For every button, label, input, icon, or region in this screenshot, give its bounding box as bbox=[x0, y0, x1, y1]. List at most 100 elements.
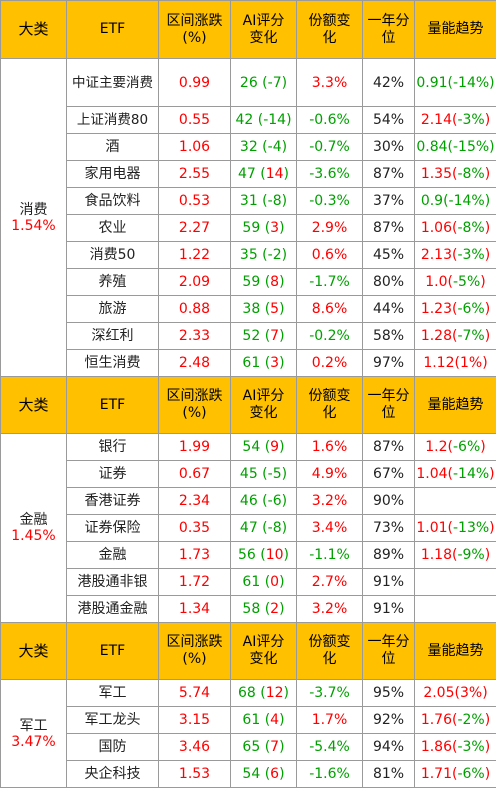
change-value: 3.15 bbox=[178, 712, 211, 728]
percentile-cell: 87% bbox=[362, 214, 415, 242]
percentile: 90% bbox=[372, 493, 405, 509]
header-text: 份额变 bbox=[308, 388, 351, 404]
share-change-cell: 2.7% bbox=[296, 568, 363, 596]
share-change-cell: 0.2% bbox=[296, 349, 363, 377]
ai-score-cell: 35 (-2) bbox=[230, 241, 297, 269]
volume-trend-cell: 0.84(-15%) bbox=[414, 133, 496, 161]
percentile: 81% bbox=[372, 766, 405, 782]
paren: ( bbox=[447, 74, 453, 91]
change-cell: 0.35 bbox=[158, 514, 231, 542]
ai-score-cell: 54 (9) bbox=[230, 433, 297, 461]
header-text: 变化 bbox=[249, 405, 278, 421]
volume-trend-cell: 0.9(-14%) bbox=[414, 187, 496, 215]
paren: ( bbox=[447, 274, 453, 290]
ai-score-cell: 54 (6) bbox=[230, 760, 297, 788]
ai-score-cell: 47 (14) bbox=[230, 160, 297, 188]
header-row: 大类 ETF 区间涨跌 (%) AI评分 变化 份额变化一年分位量能趋势 bbox=[0, 0, 496, 59]
table-row: 军工 3.47% 军工 5.74 68 (12) -3.7% 95% 2.05(3%) bbox=[0, 679, 496, 788]
volume-delta: -14% bbox=[453, 74, 490, 91]
paren: ) bbox=[484, 193, 491, 209]
volume-delta: -8% bbox=[457, 220, 485, 236]
change-value: 2.09 bbox=[178, 274, 211, 290]
volume-ratio: 1.86 bbox=[420, 739, 452, 755]
ai-delta: 3 bbox=[270, 355, 280, 371]
change-value: 0.53 bbox=[178, 193, 211, 209]
percentile-cell: 80% bbox=[362, 268, 415, 296]
change-cell: 0.67 bbox=[158, 460, 231, 488]
header-text: 一年分 bbox=[367, 388, 410, 404]
ai-delta: 7 bbox=[270, 328, 280, 344]
ai-score: 35 bbox=[239, 247, 258, 263]
change-cell: 1.72 bbox=[158, 568, 231, 596]
change-cell: 3.15 bbox=[158, 706, 231, 734]
volume-delta: 1% bbox=[459, 355, 483, 371]
etf-name-cell: 军工龙头 bbox=[66, 706, 159, 734]
share-change-cell: 4.9% bbox=[296, 460, 363, 488]
change-value: 1.73 bbox=[178, 547, 211, 563]
ai-score-cell: 26 (-7) bbox=[230, 58, 297, 107]
volume-delta: -2% bbox=[457, 712, 485, 728]
share-change-cell: 1.6% bbox=[296, 433, 363, 461]
volume-ratio: 2.05 bbox=[423, 685, 455, 701]
paren: ) bbox=[482, 355, 488, 371]
etf-name-cell: 恒生消费 bbox=[66, 349, 159, 377]
table-row: 养殖 2.09 59 (8) -1.7% 80% 1.0(-5%) bbox=[1, 268, 496, 296]
volume-delta: -6% bbox=[457, 766, 485, 782]
volume-delta: -9% bbox=[457, 547, 485, 563]
percentile-cell: 73% bbox=[362, 514, 415, 542]
ai-delta: 3 bbox=[270, 220, 280, 236]
percentile: 44% bbox=[372, 301, 405, 317]
change-cell: 2.33 bbox=[158, 322, 231, 350]
percentile-cell: 92% bbox=[362, 706, 415, 734]
etf-name: 军工 bbox=[98, 685, 127, 701]
ai-delta: 8 bbox=[270, 274, 280, 290]
header-row: 大类 ETF 区间涨跌 (%) AI评分 变化 份额变化一年分位量能趋势 bbox=[0, 376, 496, 434]
header-text: 大类 bbox=[18, 395, 49, 414]
percentile-cell: 97% bbox=[362, 349, 415, 377]
header-text: ETF bbox=[99, 396, 126, 413]
header-text: 大类 bbox=[18, 641, 49, 660]
ai-score: 42 bbox=[235, 112, 254, 128]
paren: ( bbox=[451, 112, 458, 128]
volume-trend-cell bbox=[414, 487, 496, 515]
paren: ) bbox=[484, 220, 491, 236]
percentile-cell: 90% bbox=[362, 487, 415, 515]
volume-ratio: 1.2 bbox=[425, 439, 448, 455]
header-text: ETF bbox=[99, 642, 126, 659]
etf-name-cell: 金融 bbox=[66, 541, 159, 569]
percentile-cell: 91% bbox=[362, 568, 415, 596]
percentile-cell: 81% bbox=[362, 760, 415, 788]
ai-delta: -8 bbox=[267, 520, 282, 536]
etf-name: 银行 bbox=[98, 439, 127, 455]
paren: ) bbox=[484, 739, 491, 755]
ai-score: 61 bbox=[242, 712, 261, 728]
ai-score: 58 bbox=[242, 601, 261, 617]
etf-name-cell: 港股通非银 bbox=[66, 568, 159, 596]
header-volume-trend: 量能趋势 bbox=[414, 0, 496, 59]
volume-delta: 3% bbox=[459, 685, 483, 701]
volume-ratio: 1.23 bbox=[420, 301, 452, 317]
volume-ratio: 1.12 bbox=[423, 355, 455, 371]
header-category: 大类 bbox=[0, 0, 67, 59]
etf-name: 国防 bbox=[98, 739, 127, 755]
paren: ) bbox=[484, 328, 491, 344]
ai-delta: 7 bbox=[270, 739, 280, 755]
share-change: 0.6% bbox=[311, 247, 348, 263]
header-change: 区间涨跌 (%) bbox=[158, 376, 231, 434]
paren: ) bbox=[484, 766, 491, 782]
volume-trend-cell: 1.35(-8%) bbox=[414, 160, 496, 188]
ai-score: 54 bbox=[242, 766, 261, 782]
ai-score: 54 bbox=[242, 439, 261, 455]
ai-score-cell: 65 (7) bbox=[230, 733, 297, 761]
table-row: 香港证券 2.34 46 (-6) 3.2% 90% bbox=[1, 487, 496, 515]
header-text: 化 bbox=[322, 651, 337, 667]
share-change: -3.7% bbox=[309, 685, 350, 701]
change-cell: 1.99 bbox=[158, 433, 231, 461]
header-ai-score: AI评分 变化 bbox=[230, 0, 297, 59]
header-text: (%) bbox=[182, 405, 207, 421]
etf-name-cell: 港股通金融 bbox=[66, 595, 159, 623]
change-cell: 1.34 bbox=[158, 595, 231, 623]
category-change: 1.54% bbox=[11, 217, 56, 234]
percentile-cell: 91% bbox=[362, 595, 415, 623]
